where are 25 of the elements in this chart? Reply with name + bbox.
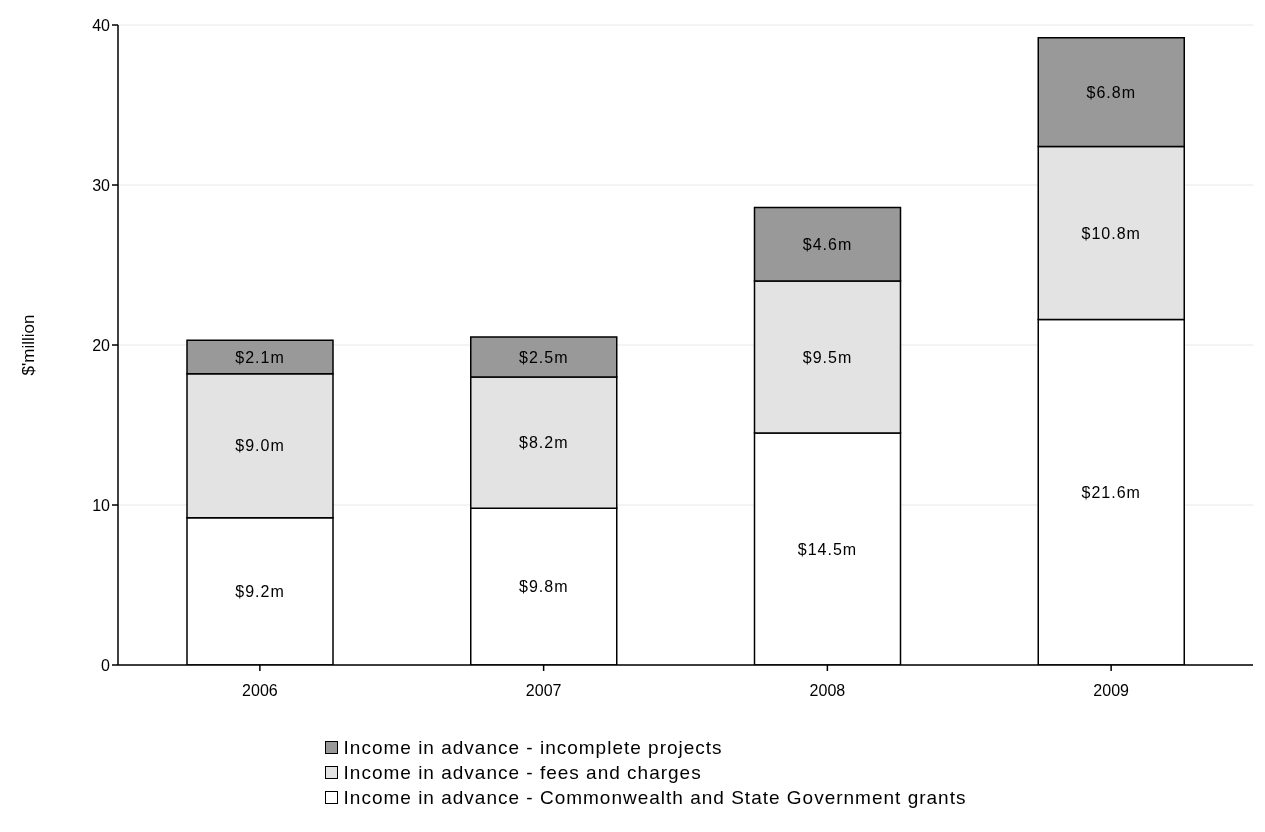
legend-label: Income in advance - Commonwealth and State Government grants [343, 786, 967, 810]
y-tick-label: 0 [101, 656, 111, 674]
data-label: $9.5m [802, 348, 853, 366]
data-label: $8.2m [519, 434, 569, 452]
data-label: $21.6m [1081, 483, 1141, 501]
data-label: $4.6m [802, 235, 853, 253]
y-tick-label: 40 [92, 16, 111, 34]
x-tick-label: 2008 [809, 682, 846, 700]
data-label: $14.5m [797, 540, 858, 558]
x-tick-label: 2007 [525, 682, 562, 700]
legend-label: Income in advance - incomplete projects [343, 736, 723, 760]
legend-label: Income in advance - fees and charges [343, 761, 702, 785]
y-tick-label: 10 [92, 496, 111, 514]
data-label: $10.8m [1081, 224, 1141, 242]
data-label: $2.1m [235, 348, 285, 366]
data-label: $9.2m [235, 583, 285, 601]
y-tick-label: 30 [92, 176, 111, 194]
x-tick-label: 2009 [1093, 682, 1130, 700]
x-tick-label: 2006 [242, 682, 278, 700]
y-axis-title: $'million [19, 314, 39, 376]
y-tick-label: 20 [92, 336, 111, 354]
data-label: $9.8m [519, 578, 569, 596]
data-label: $9.0m [235, 437, 285, 455]
data-label: $6.8m [1086, 83, 1136, 101]
data-label: $2.5m [519, 348, 569, 366]
